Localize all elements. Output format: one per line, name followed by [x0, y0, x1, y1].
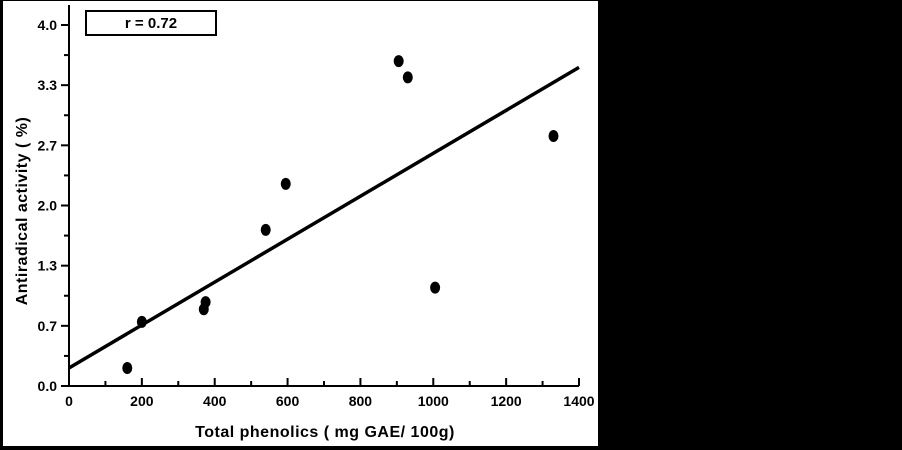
y-tick-label: 0.0 — [38, 378, 58, 394]
data-point — [393, 55, 404, 68]
legend-box: r = 0.72 — [85, 10, 217, 36]
x-tick-label: 1200 — [491, 393, 522, 409]
x-tick-label: 800 — [349, 393, 373, 409]
data-point — [430, 281, 441, 294]
y-tick-label: 0.7 — [38, 318, 58, 334]
x-tick-label: 1000 — [418, 393, 449, 409]
y-tick-label: 2.0 — [38, 198, 58, 214]
x-tick-label: 200 — [130, 393, 154, 409]
x-tick-label: 1400 — [563, 393, 594, 409]
data-point — [280, 177, 291, 190]
x-axis-title: Total phenolics ( mg GAE/ 100g) — [195, 424, 455, 441]
data-point — [200, 296, 211, 309]
legend-label: r = 0.72 — [124, 14, 178, 32]
x-tick-label: 400 — [203, 393, 227, 409]
x-tick-label: 600 — [276, 393, 300, 409]
x-tick-label: 0 — [65, 393, 73, 409]
y-tick-label: 1.3 — [38, 258, 58, 274]
data-point — [260, 223, 271, 236]
y-tick-label: 2.7 — [38, 137, 58, 153]
y-tick-label: 4.0 — [38, 17, 58, 33]
scatter-plot: 0 200 400 600 800 1000 1200 1400 0.0 0.7 1.3 2.0 2.7… — [38, 5, 595, 409]
y-axis-title: Antiradical activity ( %) — [14, 116, 31, 306]
data-point — [136, 315, 147, 328]
data-point — [402, 71, 413, 84]
chart-panel: 0 200 400 600 800 1000 1200 1400 0.0 0.7 1.3 2.0 2.7… — [3, 1, 598, 446]
data-point — [548, 130, 559, 143]
trend-line — [68, 65, 580, 370]
y-tick-label: 3.3 — [38, 77, 58, 93]
data-point — [122, 361, 133, 374]
